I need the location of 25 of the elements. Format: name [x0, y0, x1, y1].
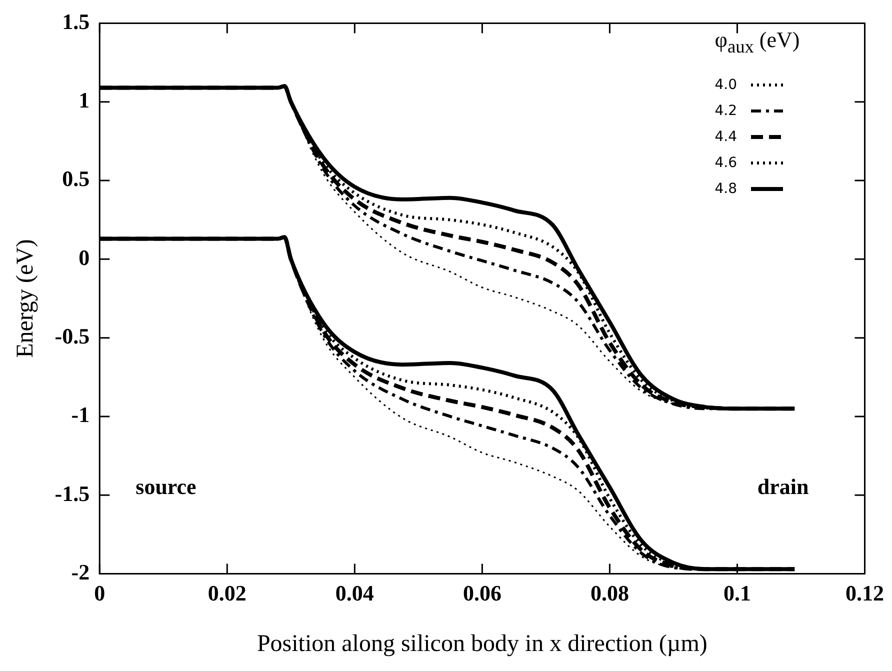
- y-tick-label: -1.5: [54, 480, 90, 506]
- x-tick-label: 0.02: [208, 580, 246, 606]
- y-tick-label: -1: [71, 402, 90, 428]
- x-tick-label: 0.1: [723, 580, 751, 606]
- annotation: drain: [757, 474, 809, 500]
- x-tick-label: 0.06: [462, 580, 502, 606]
- legend-label: 4.6: [714, 154, 738, 171]
- y-axis-title: Energy (eV): [12, 239, 39, 358]
- x-tick-label: 0: [94, 580, 106, 606]
- legend-label: 4.0: [714, 76, 738, 93]
- y-tick-label: -2: [71, 559, 90, 584]
- x-axis-title: Position along silicon body in x direction (µm): [256, 630, 708, 657]
- x-tick-label: 0.08: [590, 580, 629, 606]
- x-tick-label: 0.04: [335, 580, 374, 606]
- y-tick-label: 1: [78, 88, 90, 113]
- legend-title: φ$_{aux}$ (eV): [714, 27, 800, 58]
- legend-label: 4.8: [714, 180, 738, 197]
- x-tick-label: 0.12: [846, 580, 884, 606]
- y-tick-label: -0.5: [54, 324, 90, 349]
- y-tick-label: 0.5: [62, 166, 90, 192]
- y-tick-label: 1.5: [62, 8, 90, 34]
- annotation: source: [136, 474, 197, 500]
- y-tick-label: 0: [78, 244, 90, 270]
- legend-label: 4.2: [714, 102, 738, 119]
- legend-label: 4.4: [714, 128, 738, 145]
